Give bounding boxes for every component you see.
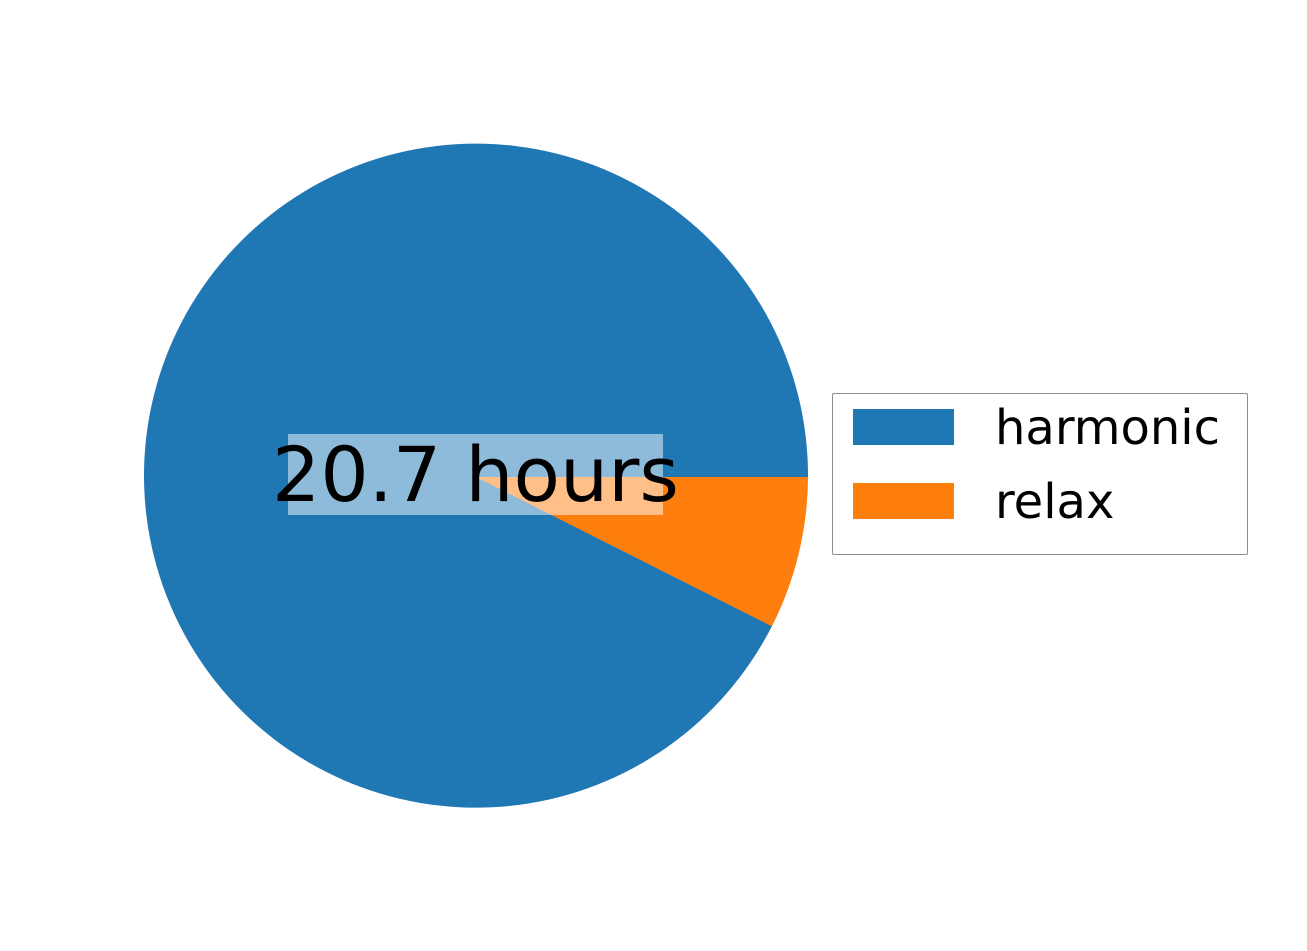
legend: harmonic relax xyxy=(832,393,1248,555)
pie-slice-label-harmonic: 20.7 hours xyxy=(272,434,679,515)
legend-swatch-relax xyxy=(853,483,954,519)
pie-slice-label-text: 20.7 hours xyxy=(271,429,680,519)
legend-label-relax: relax xyxy=(995,474,1115,530)
legend-item-harmonic[interactable]: harmonic xyxy=(853,400,1220,456)
legend-item-relax[interactable]: relax xyxy=(853,474,1115,530)
legend-swatch-harmonic xyxy=(853,409,954,445)
legend-label-harmonic: harmonic xyxy=(995,400,1220,456)
